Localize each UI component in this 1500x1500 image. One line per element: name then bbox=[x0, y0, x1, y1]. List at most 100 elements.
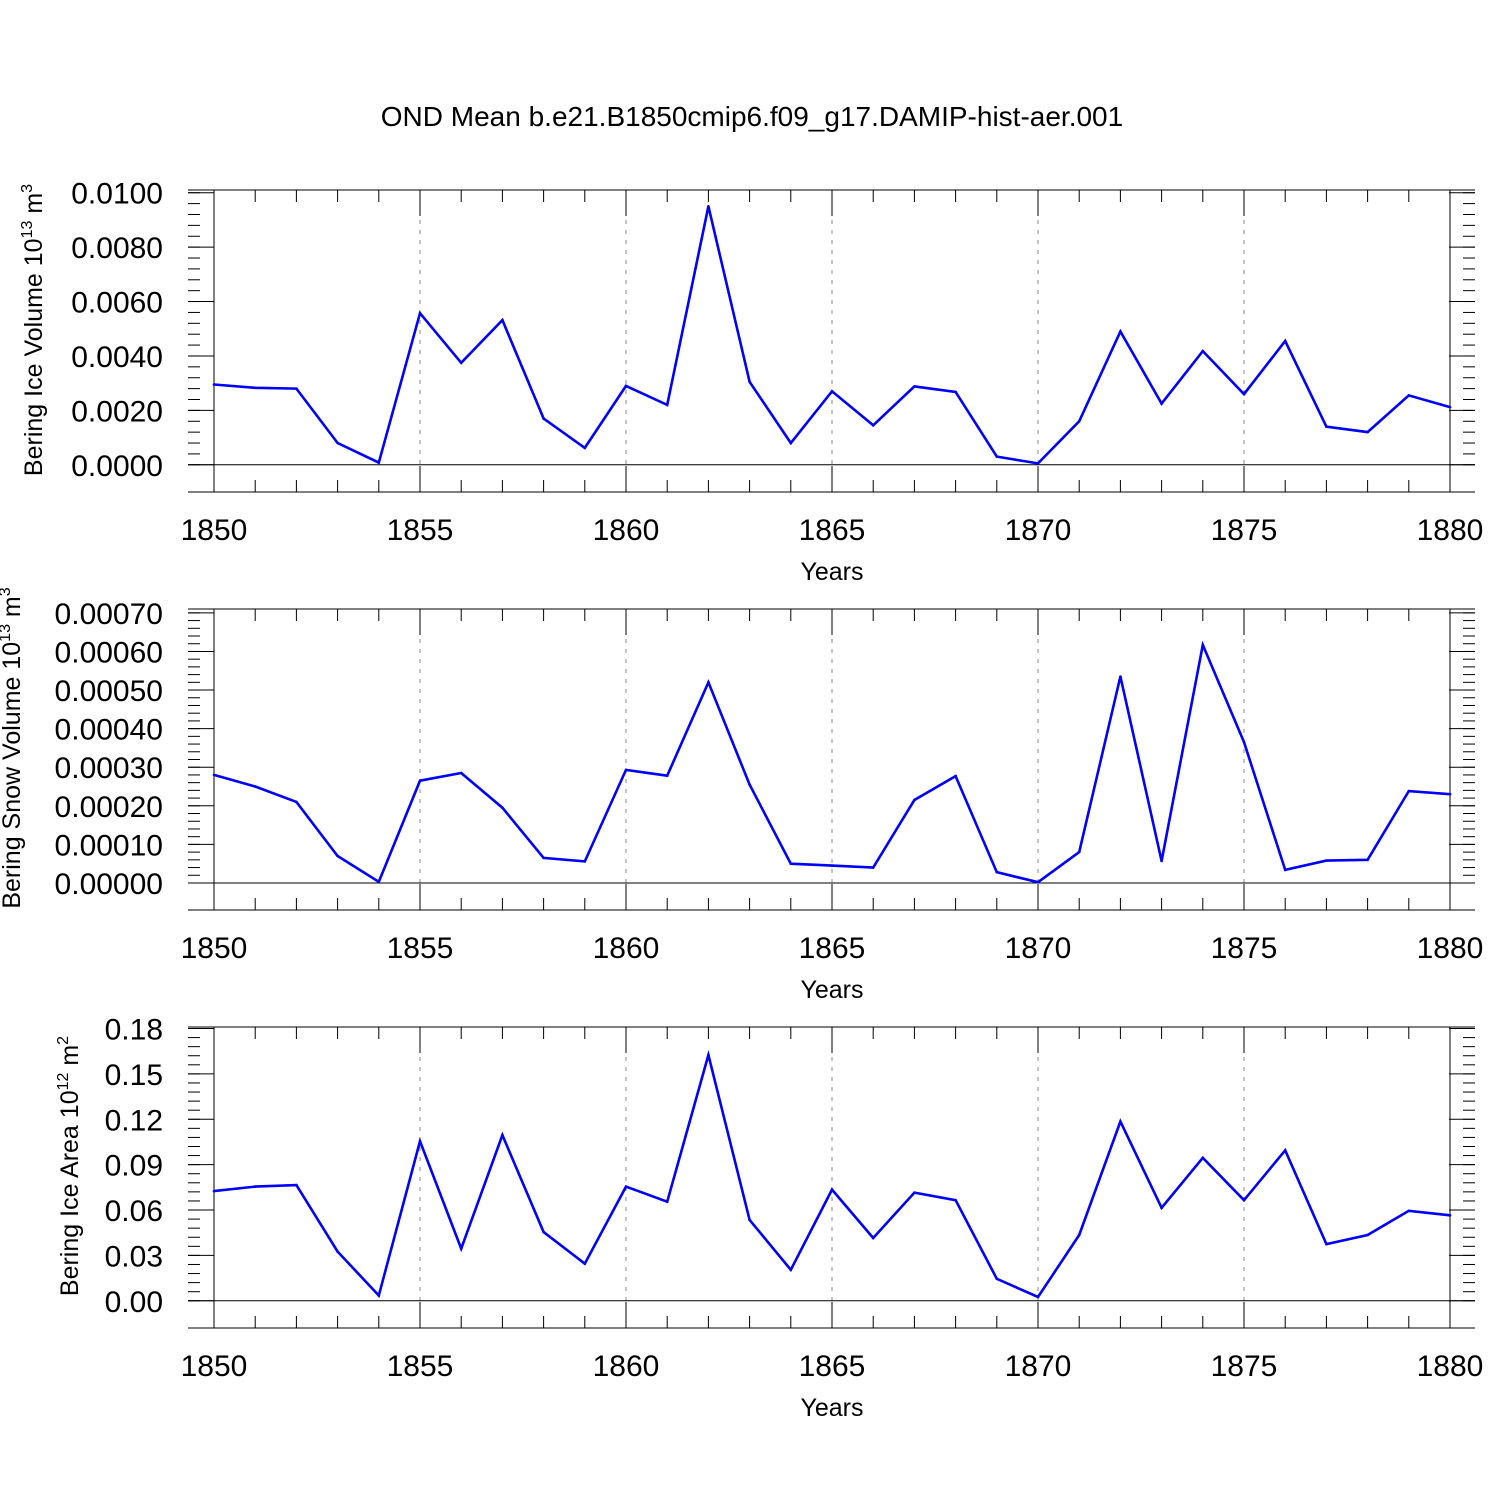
data-point bbox=[336, 1250, 339, 1253]
data-point bbox=[459, 361, 463, 365]
data-point bbox=[253, 386, 257, 390]
y-tick-label: 0.12 bbox=[105, 1104, 163, 1137]
data-point bbox=[583, 1262, 587, 1266]
data-point bbox=[212, 1189, 216, 1193]
data-point bbox=[830, 390, 834, 393]
y-axis-label-unit: m bbox=[56, 1045, 84, 1073]
data-point bbox=[583, 446, 587, 450]
data-point bbox=[789, 441, 793, 445]
data-point bbox=[624, 1185, 628, 1188]
data-point bbox=[501, 806, 504, 810]
y-tick-label: 0.00070 bbox=[55, 598, 163, 631]
data-point bbox=[1325, 425, 1328, 429]
data-point bbox=[748, 783, 751, 786]
data-point bbox=[418, 779, 422, 783]
y-tick-label: 0.00050 bbox=[55, 675, 163, 708]
x-tick-label: 1850 bbox=[181, 932, 248, 965]
data-point bbox=[542, 856, 545, 860]
data-point bbox=[1160, 859, 1163, 863]
y-axis-label-unit: m bbox=[0, 596, 26, 624]
y-axis-label-text: Bering Snow Volume 10 bbox=[0, 642, 26, 909]
y-axis-label-unit: m bbox=[20, 193, 48, 221]
data-point bbox=[1077, 419, 1081, 423]
data-point bbox=[377, 461, 381, 464]
data-point bbox=[954, 390, 957, 394]
data-point bbox=[295, 800, 298, 804]
data-point bbox=[707, 1053, 710, 1057]
y-axis-label-unit-exponent: 3 bbox=[19, 184, 36, 193]
data-point bbox=[377, 1294, 381, 1297]
data-point bbox=[1119, 675, 1122, 678]
y-axis-label-unit-exponent: 2 bbox=[55, 1036, 72, 1045]
data-point bbox=[212, 383, 216, 386]
x-tick-label: 1860 bbox=[593, 932, 660, 965]
data-point bbox=[748, 380, 751, 384]
data-point bbox=[789, 1268, 793, 1272]
data-point bbox=[1036, 880, 1040, 884]
data-point bbox=[1201, 349, 1205, 353]
x-tick-label: 1870 bbox=[1005, 932, 1072, 965]
data-point bbox=[1242, 392, 1246, 396]
data-point bbox=[1283, 868, 1287, 872]
data-point bbox=[583, 860, 587, 863]
data-point bbox=[253, 785, 257, 788]
y-axis-label: Bering Ice Area 1012 m2 bbox=[55, 1036, 84, 1296]
x-axis-label: Years bbox=[800, 976, 863, 1004]
x-tick-label: 1870 bbox=[1005, 1350, 1072, 1383]
y-axis-label-exponent: 13 bbox=[0, 624, 14, 642]
y-tick-label: 0.0060 bbox=[71, 287, 163, 320]
data-point bbox=[665, 1200, 669, 1204]
x-tick-label: 1865 bbox=[799, 514, 866, 547]
data-point bbox=[913, 385, 916, 388]
y-tick-label: 0.15 bbox=[105, 1059, 163, 1092]
data-point bbox=[295, 1183, 298, 1187]
data-point bbox=[665, 774, 669, 778]
x-tick-label: 1865 bbox=[799, 1350, 866, 1383]
data-point bbox=[789, 862, 793, 865]
y-tick-label: 0.00030 bbox=[55, 752, 163, 785]
data-point bbox=[665, 403, 669, 407]
data-point bbox=[1077, 1233, 1081, 1237]
data-point bbox=[871, 866, 875, 869]
data-point bbox=[995, 1277, 999, 1281]
data-point bbox=[830, 864, 834, 867]
y-axis-label-exponent: 13 bbox=[19, 221, 36, 239]
data-point bbox=[212, 773, 216, 777]
data-point bbox=[418, 1139, 422, 1143]
y-tick-label: 0.0020 bbox=[71, 395, 163, 428]
y-tick-label: 0.00040 bbox=[55, 714, 163, 747]
y-axis-label-text: Bering Ice Volume 10 bbox=[20, 238, 48, 476]
x-tick-label: 1850 bbox=[181, 1350, 248, 1383]
x-axis-label: Years bbox=[800, 558, 863, 586]
data-point bbox=[336, 441, 339, 445]
data-point bbox=[542, 1230, 545, 1234]
data-point bbox=[377, 880, 381, 884]
data-point bbox=[1407, 394, 1411, 397]
data-point bbox=[954, 1198, 957, 1202]
y-tick-label: 0.0080 bbox=[71, 232, 163, 265]
y-axis-label: Bering Ice Volume 1013 m3 bbox=[19, 184, 48, 476]
x-tick-label: 1855 bbox=[387, 514, 454, 547]
data-point bbox=[1242, 740, 1246, 744]
y-tick-label: 0.06 bbox=[105, 1195, 163, 1228]
x-axis-label: Years bbox=[800, 1394, 863, 1422]
x-tick-label: 1870 bbox=[1005, 514, 1072, 547]
data-point bbox=[1036, 462, 1040, 465]
data-point bbox=[1242, 1198, 1246, 1202]
data-point bbox=[1201, 643, 1205, 647]
data-point bbox=[459, 1247, 463, 1250]
data-point bbox=[1160, 402, 1163, 405]
y-tick-label: 0.0100 bbox=[71, 178, 163, 211]
data-point bbox=[871, 1236, 875, 1240]
data-point bbox=[1407, 1209, 1411, 1213]
y-tick-label: 0.18 bbox=[105, 1014, 163, 1047]
data-point bbox=[913, 798, 916, 802]
data-point bbox=[1448, 405, 1452, 409]
y-tick-label: 0.00020 bbox=[55, 791, 163, 824]
data-point bbox=[1036, 1295, 1040, 1299]
x-tick-label: 1865 bbox=[799, 932, 866, 965]
x-tick-label: 1880 bbox=[1417, 514, 1484, 547]
data-point bbox=[459, 771, 463, 775]
x-tick-label: 1875 bbox=[1211, 514, 1278, 547]
